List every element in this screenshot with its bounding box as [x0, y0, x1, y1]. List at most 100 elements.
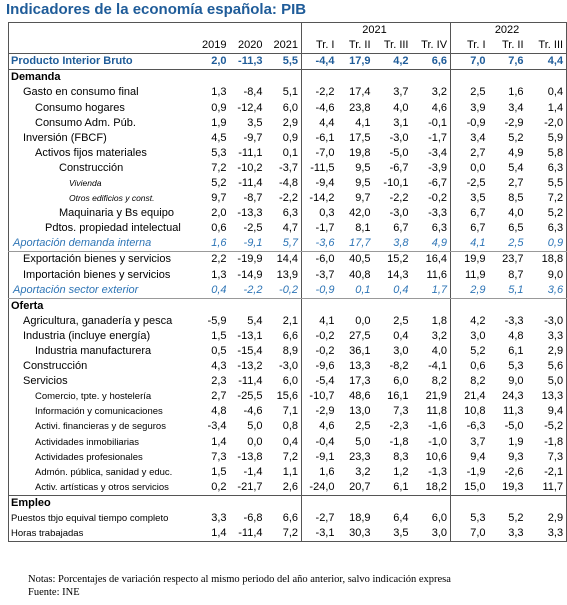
cell-value: 2,5 [393, 314, 409, 327]
cell-value: -12,4 [237, 101, 263, 114]
cell-value: 3,4 [470, 131, 486, 144]
cell-value: 4,7 [265, 221, 302, 237]
cell-value: -14,9 [237, 268, 263, 281]
cell-value: 4,4 [526, 53, 567, 71]
table-row: Aportación demanda interna 1,6 -9,1 5,7 -3,6… [8, 236, 567, 253]
cell-value: 5,3 [470, 512, 486, 525]
cell-value: 3,3 [547, 527, 564, 540]
row-label: Construcción [23, 360, 88, 373]
cell-value: 24,3 [502, 390, 524, 403]
cell-value: 1,5 [211, 465, 227, 478]
cell-value: 5,4 [247, 314, 263, 327]
cell-value: -0,2 [265, 282, 302, 299]
cell-value: 4,4 [319, 116, 335, 129]
cell-value: -1,8 [544, 435, 564, 448]
cell-value: -0,2 [315, 345, 335, 358]
cell-value: 2,3 [211, 375, 227, 388]
cell-value: 0,0 [247, 435, 263, 448]
cell-value: -11,4 [238, 375, 263, 388]
pib-table: 2021 2022 2019 2020 2021 Tr. I Tr. II Tr. III… [8, 22, 567, 543]
cell-value: 8,9 [265, 343, 302, 360]
cell-value: 19,9 [464, 253, 486, 266]
cell-value: 7,2 [265, 449, 302, 465]
cell-value: -9,7 [243, 131, 263, 144]
cell-value: 0,6 [470, 360, 486, 373]
cell-value: -2,9 [504, 116, 524, 129]
cell-value: 5,9 [547, 131, 564, 144]
cell-value: 11,8 [411, 404, 452, 420]
table-row: Agricultura, ganadería y pesca -5,9 5,4 2,1… [9, 313, 567, 329]
cell-value: -0,2 [411, 191, 452, 207]
period-header: 2020 [229, 38, 266, 55]
empty-cell [337, 297, 374, 314]
cell-value: -13,2 [237, 360, 263, 373]
cell-value: -1,0 [411, 434, 452, 450]
empty-cell [526, 297, 567, 314]
cell-value: -24,0 [309, 480, 335, 493]
cell-value: 5,2 [547, 207, 564, 220]
empty-cell [301, 297, 338, 314]
table-row: Servicios 2,3 -11,4 6,0 -5,4 17,3 6,0 8,2 8,2 9,0… [9, 374, 567, 390]
cell-value: 8,5 [508, 192, 524, 205]
cell-value: 5,6 [547, 360, 564, 373]
row-label: Horas trabajadas [11, 528, 84, 540]
table-row: Comercio, tpte. y hostelería 2,7 -25,5 15,6… [9, 389, 567, 405]
table-row: Construcción 4,3 -13,2 -3,0 -9,6 13,3 -8,2 -4,1… [9, 359, 567, 375]
cell-value: 4,1 [450, 236, 489, 253]
cell-value: 3,7 [470, 435, 486, 448]
cell-value: 0,9 [211, 101, 227, 114]
cell-value: 5,1 [265, 85, 302, 101]
cell-value: 1,6 [195, 236, 230, 253]
empty-cell [526, 69, 567, 86]
cell-value: 3,3 [508, 527, 524, 540]
cell-value: 3,3 [211, 512, 227, 525]
cell-value: 3,3 [547, 329, 564, 342]
table-row: Aportación sector exterior 0,4 -2,2 -0,2 -0,… [8, 282, 567, 299]
row-label: Demanda [8, 69, 196, 86]
empty-cell [488, 297, 527, 314]
cell-value: 1,7 [411, 282, 452, 299]
cell-value: 0,4 [373, 282, 412, 299]
cell-value: 16,1 [387, 390, 409, 403]
cell-value: 2,9 [450, 282, 489, 299]
cell-value: 20,7 [349, 480, 371, 493]
table-row: Oferta [8, 297, 567, 314]
cell-value: 1,6 [508, 86, 524, 99]
cell-value: 4,2 [373, 53, 412, 71]
empty-cell [195, 297, 230, 314]
cell-value: 17,4 [349, 86, 371, 99]
year-group: 2021 [301, 22, 452, 39]
table-row: Importación bienes y servicios 1,3 -14,9 13… [9, 267, 567, 283]
cell-value: -4,6 [315, 101, 335, 114]
cell-value: -2,3 [389, 420, 409, 433]
cell-value: 15,6 [265, 389, 302, 405]
cell-value: 3,2 [411, 328, 452, 344]
cell-value: 0,9 [265, 130, 302, 146]
cell-value: -25,5 [237, 390, 263, 403]
cell-value: 15,0 [464, 480, 486, 493]
cell-value: 2,9 [265, 115, 302, 131]
cell-value: 5,2 [508, 512, 524, 525]
cell-value: -5,0 [504, 420, 524, 433]
cell-value: 7,0 [470, 527, 486, 540]
header-row: 2019 2020 2021 Tr. I Tr. II Tr. III Tr. IV Tr. … [8, 38, 567, 55]
cell-value: -11,4 [238, 527, 263, 540]
cell-value: -9,1 [229, 236, 266, 253]
row-label: Otros edificios y const. [69, 193, 155, 204]
cell-value: 0,4 [195, 282, 230, 299]
cell-value: 7,3 [211, 450, 227, 463]
cell-value: 5,0 [547, 375, 564, 388]
cell-value: -1,7 [411, 130, 452, 146]
cell-value: -1,4 [243, 465, 263, 478]
row-label: Industria (incluye energía) [23, 329, 151, 342]
empty-cell [229, 69, 266, 86]
cell-value: 7,1 [265, 404, 302, 420]
cell-value: -2,2 [229, 282, 266, 299]
cell-value: 21,9 [411, 389, 452, 405]
cell-value: 3,9 [470, 101, 486, 114]
cell-value: 2,7 [508, 176, 524, 189]
cell-value: -7,0 [315, 146, 335, 159]
cell-value: 9,0 [547, 268, 564, 281]
empty-cell [229, 494, 266, 511]
cell-value: 4,5 [211, 131, 227, 144]
